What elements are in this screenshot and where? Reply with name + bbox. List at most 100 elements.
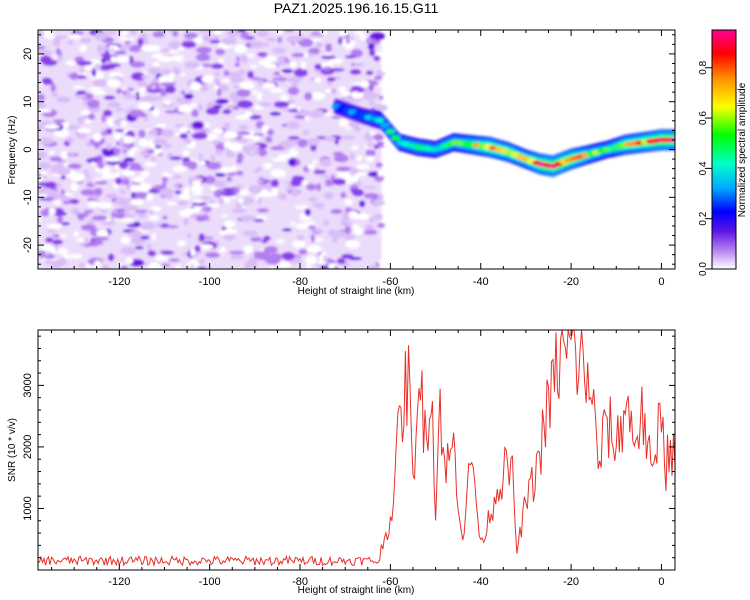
noise-blob (50, 168, 57, 174)
noise-blob (148, 66, 161, 76)
noise-blob (105, 157, 121, 162)
noise-blob (215, 172, 226, 177)
noise-blob (107, 101, 121, 108)
noise-blob (180, 72, 186, 76)
noise-blob (94, 260, 102, 269)
noise-blob (373, 104, 388, 112)
noise-blob (133, 221, 141, 226)
noise-blob (198, 103, 203, 111)
noise-blob (334, 139, 340, 145)
noise-blob (168, 258, 181, 262)
noise-blob (324, 182, 334, 187)
noise-blob (213, 30, 222, 36)
noise-blob (351, 145, 359, 150)
noise-blob (174, 124, 185, 128)
colorbar-tick-label: 0.6 (698, 111, 709, 125)
noise-blob (338, 85, 346, 93)
noise-blob (267, 128, 274, 136)
noise-blob (198, 160, 206, 166)
noise-blob (135, 209, 149, 213)
noise-blob (161, 129, 175, 138)
noise-blob (240, 54, 249, 64)
noise-blob (262, 124, 269, 130)
noise-blob (46, 223, 63, 230)
noise-blob (230, 165, 238, 171)
noise-blob (132, 167, 145, 171)
noise-blob (168, 41, 181, 50)
noise-blob (226, 176, 233, 182)
noise-blob (340, 219, 349, 225)
noise-blob (162, 215, 168, 220)
noise-blob (120, 120, 128, 127)
noise-blob (93, 236, 110, 241)
noise-blob (192, 192, 203, 196)
noise-blob (199, 83, 209, 92)
noise-blob (205, 252, 221, 258)
noise-blob (313, 169, 327, 175)
noise-blob (286, 121, 300, 129)
noise-blob (223, 122, 230, 131)
noise-blob (243, 111, 254, 117)
noise-blob (80, 189, 97, 196)
noise-blob (43, 209, 50, 213)
noise-blob (83, 237, 89, 243)
noise-blob (188, 90, 193, 94)
noise-blob (241, 145, 254, 154)
noise-blob (127, 204, 137, 211)
noise-blob (46, 189, 60, 197)
noise-blob (71, 207, 80, 215)
noise-blob (114, 212, 126, 219)
noise-blob (211, 63, 224, 70)
noise-blob (124, 207, 130, 215)
noise-blob (114, 56, 130, 63)
noise-blob (140, 170, 150, 178)
noise-blob (257, 52, 268, 56)
noise-blob (184, 61, 201, 69)
noise-blob (307, 164, 317, 170)
noise-blob (51, 239, 64, 245)
noise-blob (147, 129, 158, 136)
noise-blob (77, 116, 86, 123)
noise-blob (300, 61, 307, 70)
noise-blob (203, 206, 212, 212)
noise-blob (44, 252, 49, 256)
noise-blob (364, 229, 378, 235)
noise-blob (240, 32, 250, 39)
noise-blob (191, 109, 199, 118)
noise-blob (269, 265, 275, 269)
noise-blob (239, 215, 256, 222)
noise-blob (39, 170, 48, 176)
noise-blob (369, 32, 385, 41)
noise-blob (288, 136, 300, 140)
noise-blob (318, 203, 324, 210)
noise-blob (330, 90, 335, 95)
noise-blob (69, 198, 80, 205)
noise-blob (94, 32, 107, 41)
noise-blob (232, 85, 241, 89)
noise-blob (172, 165, 187, 172)
noise-blob (251, 77, 261, 81)
noise-blob (92, 133, 102, 142)
noise-blob (84, 169, 89, 176)
noise-blob (221, 37, 237, 45)
noise-blob (313, 77, 322, 83)
noise-blob (87, 99, 100, 109)
noise-blob (368, 49, 376, 57)
noise-blob (157, 95, 162, 101)
noise-blob (209, 200, 215, 204)
noise-blob (205, 107, 220, 115)
top-y-tick-label: 10 (22, 96, 34, 108)
noise-blob (98, 202, 112, 210)
noise-blob (107, 253, 115, 262)
noise-blob (50, 259, 64, 269)
noise-blob (114, 108, 124, 112)
noise-blob (69, 72, 80, 80)
noise-blob (138, 102, 153, 110)
noise-blob (277, 261, 292, 268)
noise-blob (73, 231, 80, 237)
noise-blob (91, 68, 97, 77)
noise-blob (89, 71, 105, 80)
noise-blob (336, 258, 346, 265)
noise-blob (78, 263, 87, 268)
noise-blob (151, 84, 156, 90)
